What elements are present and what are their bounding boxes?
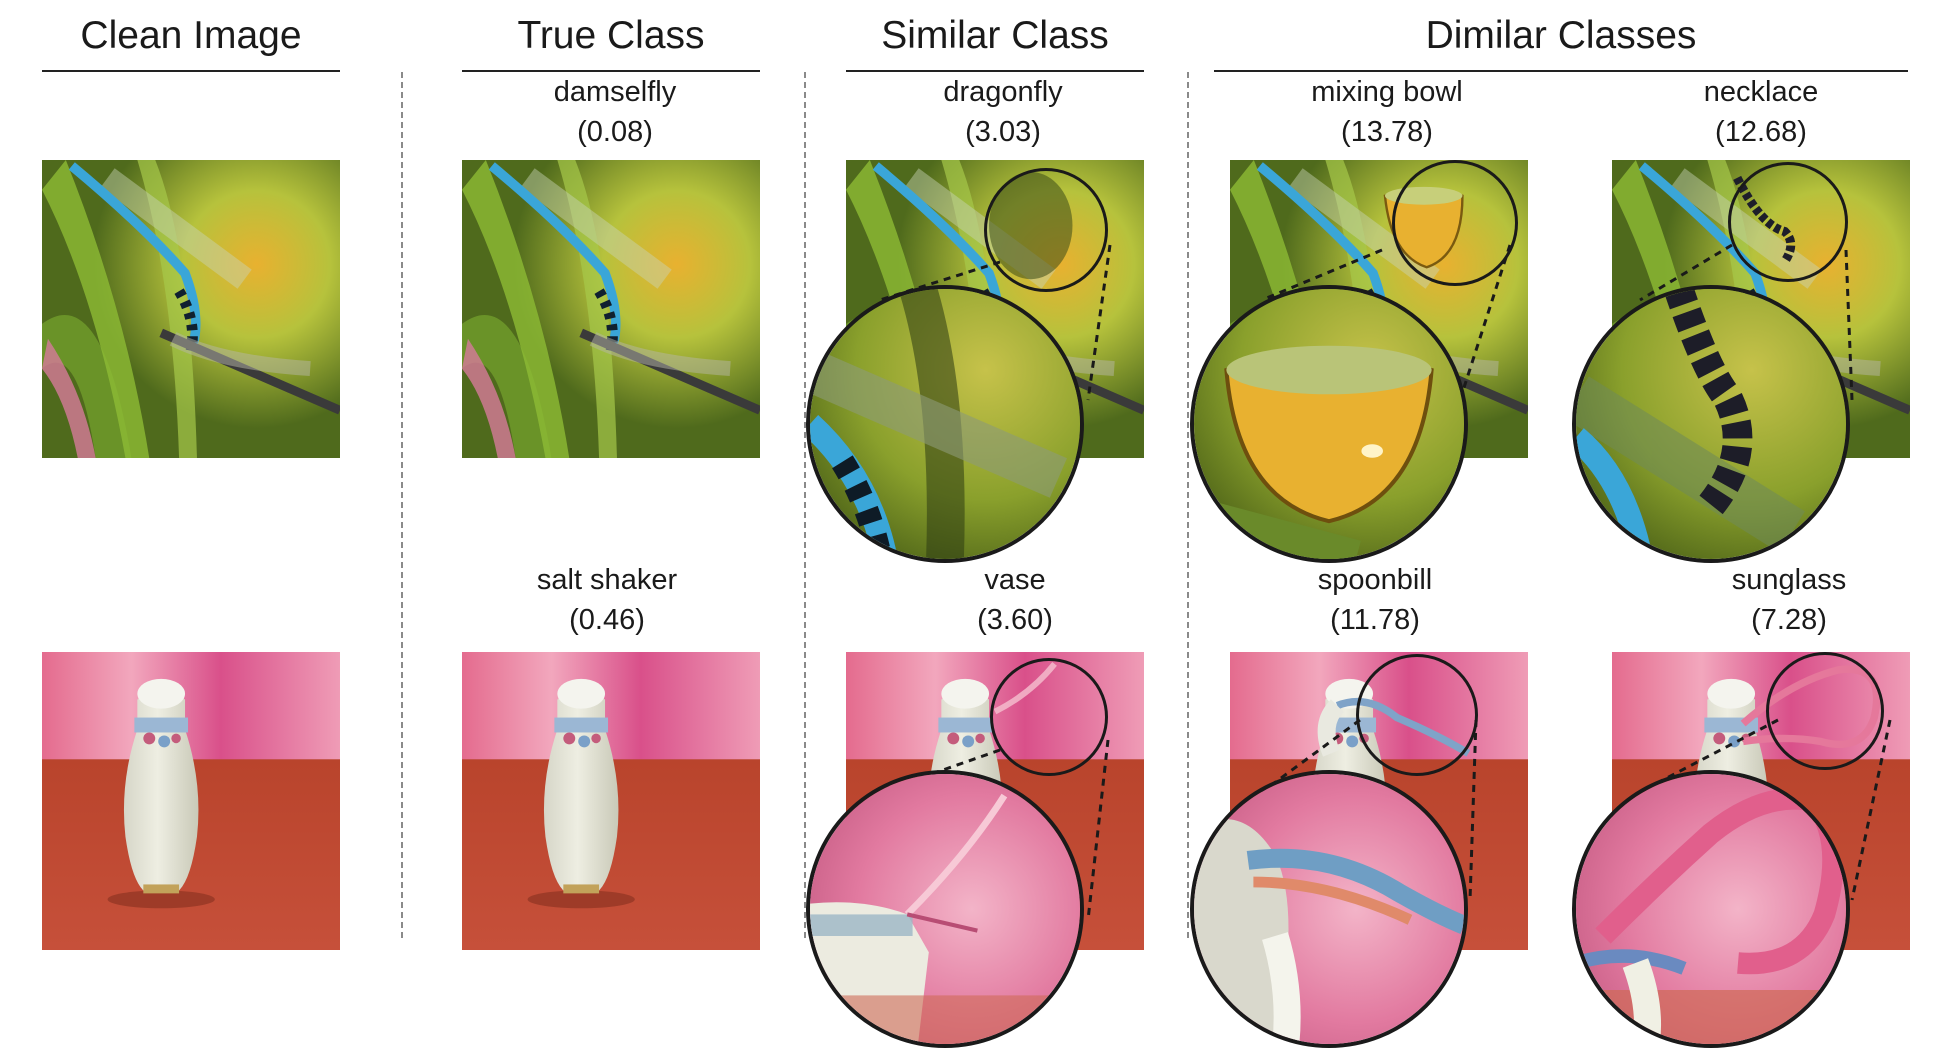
class-name: spoonbill bbox=[1317, 564, 1433, 596]
class-name: sunglass bbox=[1731, 564, 1847, 596]
class-score: (3.03) bbox=[965, 116, 1041, 148]
true-class-image-salt-shaker bbox=[462, 652, 760, 950]
dissimilar-class-label: sunglass (7.28) bbox=[1640, 560, 1938, 640]
zoom-region-ring bbox=[1392, 160, 1518, 286]
zoom-region-ring bbox=[984, 168, 1108, 292]
magnifier-lens-dragonfly bbox=[806, 285, 1084, 563]
class-name: dragonfly bbox=[943, 76, 1063, 108]
true-class-label: salt shaker (0.46) bbox=[458, 560, 756, 640]
true-class-image-dragonfly bbox=[462, 160, 760, 458]
class-name: vase bbox=[984, 564, 1046, 596]
magnifier-lens-vase bbox=[806, 770, 1084, 1048]
column-separator bbox=[1187, 72, 1189, 938]
dissimilar-class-label: necklace (12.68) bbox=[1612, 72, 1910, 152]
dissimilar-class-label: spoonbill (11.78) bbox=[1226, 560, 1524, 640]
header-true-class: True Class bbox=[517, 14, 705, 57]
magnifier-lens-necklace bbox=[1572, 285, 1850, 563]
header-clean-image: Clean Image bbox=[80, 14, 302, 57]
class-score: (11.78) bbox=[1330, 604, 1420, 636]
similar-class-label: vase (3.60) bbox=[866, 560, 1164, 640]
zoom-region-ring bbox=[1356, 654, 1478, 776]
header-dimilar-classes: Dimilar Classes bbox=[1425, 14, 1697, 57]
class-score: (7.28) bbox=[1751, 604, 1827, 636]
class-score: (0.46) bbox=[569, 604, 645, 636]
header-rule-dimilar bbox=[1214, 70, 1908, 72]
similar-class-label: dragonfly (3.03) bbox=[854, 72, 1152, 152]
zoom-region-ring bbox=[1766, 652, 1884, 770]
column-separator bbox=[804, 72, 806, 938]
column-separator bbox=[401, 72, 403, 938]
class-name: mixing bowl bbox=[1311, 76, 1463, 108]
class-name: necklace bbox=[1703, 76, 1819, 108]
magnifier-lens-spoonbill bbox=[1190, 770, 1468, 1048]
class-score: (12.68) bbox=[1715, 116, 1807, 148]
clean-image-dragonfly bbox=[42, 160, 340, 458]
magnifier-lens-sunglass bbox=[1572, 770, 1850, 1048]
magnifier-lens-mixing-bowl bbox=[1190, 285, 1468, 563]
header-similar-class: Similar Class bbox=[881, 14, 1109, 57]
class-name: salt shaker bbox=[536, 564, 678, 596]
zoom-region-ring bbox=[1728, 162, 1848, 282]
class-score: (0.08) bbox=[577, 116, 653, 148]
class-name: damselfly bbox=[553, 76, 677, 108]
clean-image-salt-shaker bbox=[42, 652, 340, 950]
class-score: (3.60) bbox=[977, 604, 1053, 636]
true-class-label: damselfly (0.08) bbox=[466, 72, 764, 152]
class-score: (13.78) bbox=[1341, 116, 1433, 148]
header-rule-true bbox=[462, 70, 760, 72]
header-rule-similar bbox=[846, 70, 1144, 72]
header-rule-clean bbox=[42, 70, 340, 72]
zoom-region-ring bbox=[990, 658, 1108, 776]
dissimilar-class-label: mixing bowl (13.78) bbox=[1238, 72, 1536, 152]
